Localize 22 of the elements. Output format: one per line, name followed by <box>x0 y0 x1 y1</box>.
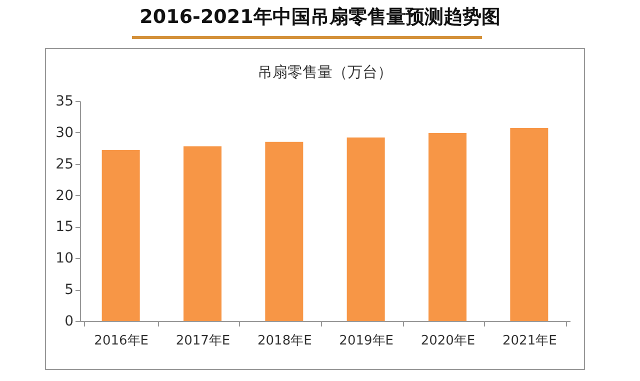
x-tick-label: 2020年E <box>420 334 476 348</box>
bar <box>346 137 385 321</box>
chart-subtitle: 吊扇零售量（万台） <box>258 63 392 81</box>
x-tick-label: 2017年E <box>176 334 230 348</box>
chart-title: 2016-2021年中国吊扇零售量预测趋势图 <box>138 5 502 30</box>
y-tick-label: 15 <box>56 219 74 236</box>
y-tick-label: 0 <box>64 314 74 330</box>
y-tick-label: 5 <box>64 282 74 298</box>
bar <box>102 150 140 321</box>
y-tick-label: 20 <box>56 188 74 204</box>
bar <box>265 142 304 321</box>
bar <box>184 146 222 321</box>
x-tick-label: 2019年E <box>339 334 394 348</box>
x-tick-label: 2016年E <box>94 334 148 348</box>
y-tick-label: 30 <box>56 124 74 141</box>
y-tick-label: 10 <box>56 250 74 267</box>
y-tick-label: 25 <box>56 156 74 172</box>
bar <box>428 133 466 321</box>
bar <box>510 128 548 321</box>
x-tick-label: 2021年E <box>502 334 557 348</box>
y-tick-label: 35 <box>56 94 74 110</box>
x-tick-label: 2018年E <box>258 334 312 348</box>
